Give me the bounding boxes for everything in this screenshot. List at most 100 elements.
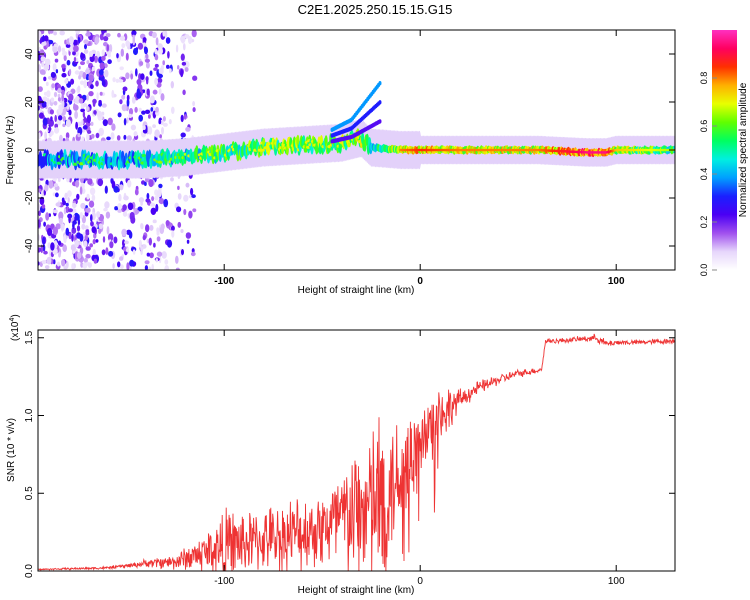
colorbar: 0.0 0.2 0.4 0.6 0.8 Normalized spectral ampl… <box>699 30 749 276</box>
spectrogram-noise-cell <box>128 231 133 239</box>
spectrogram-y-tick-label: 40 <box>24 48 35 60</box>
spectrogram-noise-cell <box>123 134 127 140</box>
spectrogram-x-tick-label: 0 <box>417 276 423 287</box>
spectrogram-noise-cell <box>126 248 129 253</box>
spectrogram-noise-cell <box>75 180 80 188</box>
spectrogram-noise-cell <box>95 132 100 139</box>
spectrogram-ridge-peak <box>259 148 264 152</box>
spectrogram-noise-cell <box>160 119 164 126</box>
spectrogram-noise-cell <box>158 183 163 189</box>
snr-x-tick-label: 100 <box>608 576 625 587</box>
spectrogram-noise-cell <box>145 76 149 82</box>
spectrogram-noise-cell <box>144 181 147 186</box>
spectrogram-noise-cell <box>48 180 54 189</box>
spectrogram-noise-cell <box>184 67 189 72</box>
spectrogram-noise-cell <box>43 250 48 255</box>
spectrogram-noise-cell <box>80 53 86 59</box>
spectrogram-noise-cell <box>104 185 108 194</box>
spectrogram-noise-cell <box>54 58 59 63</box>
spectrogram-noise-cell <box>82 111 86 118</box>
spectrogram-noise-cell <box>177 65 180 70</box>
spectrogram-noise-cell <box>130 73 134 80</box>
spectrogram-noise-cell <box>68 214 71 224</box>
spectrogram-noise-cell <box>68 109 72 116</box>
spectrogram-noise-cell <box>61 47 66 52</box>
spectrogram-noise-cell <box>161 127 164 135</box>
spectrogram-noise-cell <box>54 127 60 134</box>
spectrogram-noise-cell <box>65 119 71 128</box>
spectrogram-ridge-peak <box>157 160 163 164</box>
spectrogram-noise-cell <box>146 252 150 257</box>
spectrogram-noise-cell <box>180 35 186 43</box>
spectrogram-noise-cell <box>122 204 127 211</box>
spectrogram-noise-cell <box>57 97 61 102</box>
spectrogram-noise-cell <box>192 75 198 81</box>
spectrogram-noise-cell <box>167 51 170 59</box>
spectrogram-noise-cell <box>42 35 45 43</box>
colorbar-label: Normalized spectral amplitude <box>738 82 749 217</box>
spectrogram-noise-cell <box>149 252 154 259</box>
spectrogram-noise-cell <box>129 259 135 267</box>
spectrogram-noise-cell <box>43 64 48 72</box>
spectrogram-x-tick-label: -100 <box>214 276 234 287</box>
spectrogram-noise-cell <box>38 219 41 228</box>
spectrogram-noise-cell <box>112 77 116 83</box>
spectrogram-noise-cell <box>54 114 57 123</box>
spectrogram-noise-cell <box>77 132 81 138</box>
spectrogram-noise-cell <box>86 133 90 142</box>
spectrogram-noise-cell <box>50 71 56 78</box>
spectrogram-noise-cell <box>140 223 144 230</box>
spectrogram-upturn-cell <box>378 100 382 105</box>
spectrogram-noise-cell <box>154 49 158 55</box>
spectrogram-noise-cell <box>145 62 150 69</box>
spectrogram-noise-cell <box>127 179 132 188</box>
spectrogram-noise-cell <box>119 35 126 41</box>
spectrogram-noise-cell <box>183 208 187 216</box>
spectrogram-noise-cell <box>41 101 47 108</box>
spectrogram-noise-cell <box>157 77 163 84</box>
spectrogram-noise-cell <box>67 197 70 203</box>
spectrogram-noise-cell <box>90 121 94 126</box>
spectrogram-noise-cell <box>103 36 109 42</box>
colorbar-tick-label: 0.6 <box>699 120 709 133</box>
spectrogram-noise-cell <box>61 64 66 69</box>
spectrogram-noise-cell <box>132 34 136 43</box>
spectrogram-noise-cell <box>146 88 150 96</box>
spectrogram-noise-cell <box>101 79 106 87</box>
spectrogram-noise-cell <box>56 261 61 267</box>
spectrogram-noise-cell <box>148 237 152 246</box>
spectrogram-noise-cell <box>82 72 87 80</box>
spectrogram-noise-cell <box>47 228 53 236</box>
spectrogram-noise-cell <box>107 233 114 242</box>
spectrogram-noise-cell <box>67 190 72 198</box>
spectrogram-noise-cell <box>175 44 179 53</box>
spectrogram-noise-cell <box>112 263 115 269</box>
spectrogram-noise-cell <box>155 37 159 46</box>
spectrogram-noise-cell <box>182 89 186 96</box>
spectrogram-noise-cell <box>134 209 140 214</box>
spectrogram-noise-cell <box>38 47 41 52</box>
snr-background <box>38 330 675 571</box>
spectrogram-noise-cell <box>138 107 142 112</box>
spectrogram-noise-cell <box>79 186 83 195</box>
spectrogram-noise-cell <box>107 53 111 58</box>
spectrogram-noise-cell <box>67 208 73 213</box>
spectrogram-noise-cell <box>157 73 163 79</box>
spectrogram-noise-cell <box>137 206 143 212</box>
spectrogram-noise-cell <box>98 69 104 76</box>
spectrogram-noise-cell <box>156 82 162 88</box>
spectrogram-noise-cell <box>75 30 81 34</box>
spectrogram-ridge-cell <box>296 134 300 147</box>
spectrogram-noise-cell <box>51 83 56 89</box>
spectrogram-noise-cell <box>105 33 111 38</box>
spectrogram-noise-cell <box>46 64 50 70</box>
spectrogram-noise-cell <box>53 43 59 48</box>
spectrogram-noise-cell <box>72 220 77 225</box>
spectrogram-noise-cell <box>101 55 106 61</box>
spectrogram-noise-cell <box>65 43 71 48</box>
spectrogram-noise-cell <box>44 265 50 270</box>
spectrogram-noise-cell <box>144 109 151 115</box>
spectrogram-noise-cell <box>104 69 109 78</box>
spectrogram-noise-cell <box>176 206 182 213</box>
spectrogram-noise-cell <box>123 246 127 252</box>
